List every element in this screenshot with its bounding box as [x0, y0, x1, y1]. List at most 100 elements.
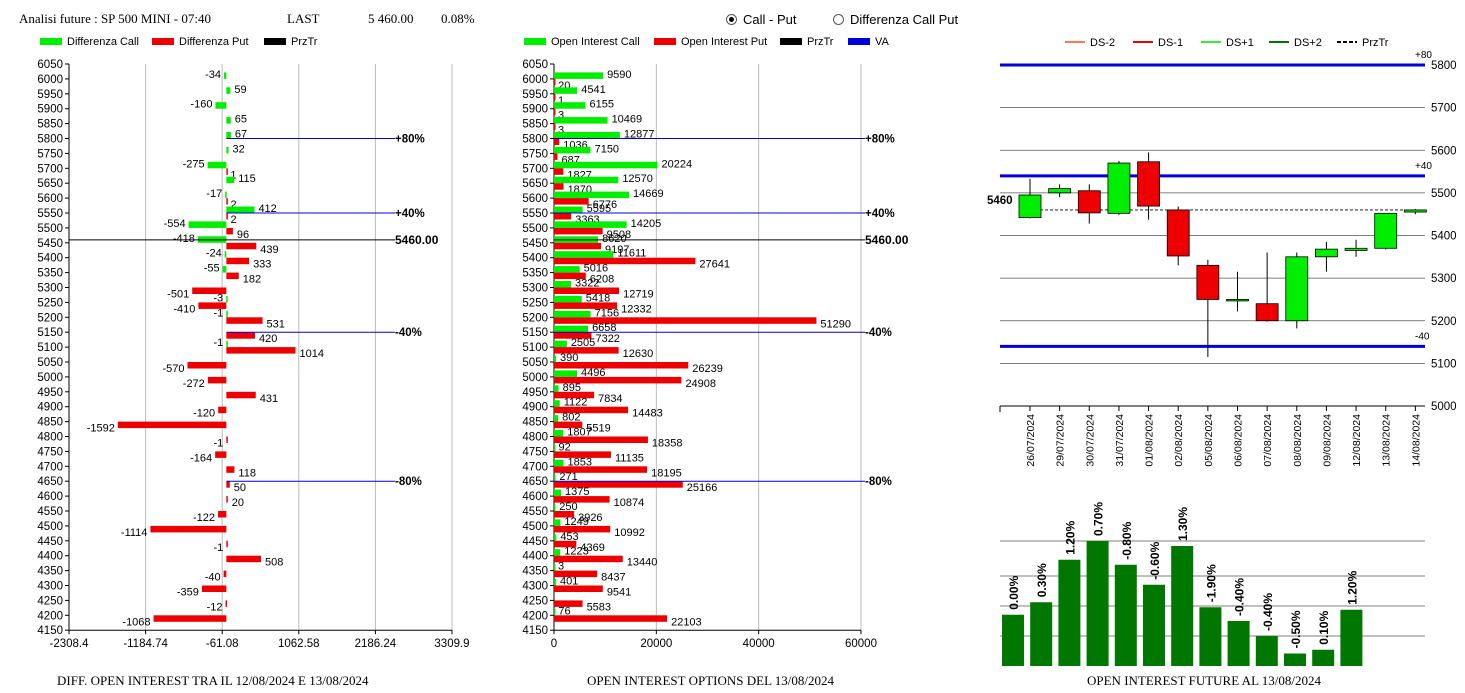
strike-label: 4150	[522, 625, 548, 637]
strike-label: 4300	[37, 581, 63, 593]
oi-bar	[1227, 621, 1250, 666]
put-bar	[226, 332, 255, 339]
call-value-label: -160	[190, 99, 212, 111]
put-value-label: 13440	[627, 557, 658, 569]
strike-label: 4450	[522, 536, 548, 548]
legend-swatch	[780, 38, 802, 45]
oi-bar-label: 0.30%	[1035, 563, 1049, 597]
put-value-label: -120	[193, 408, 215, 420]
percent-level-label: +40%	[865, 208, 895, 220]
call-value-label: -24	[206, 248, 222, 260]
y-tick-label: 5800	[1431, 60, 1457, 72]
oi-bar	[1312, 649, 1335, 666]
strike-label: 4650	[522, 476, 548, 488]
call-value-label: 4541	[581, 84, 605, 96]
strike-label: 5450	[37, 238, 63, 250]
footer-options: OPEN INTEREST OPTIONS DEL 13/08/2024	[587, 673, 834, 688]
put-value-label: 3	[558, 110, 564, 122]
y-tick-label: 5100	[1431, 358, 1457, 370]
put-value-label: -410	[173, 303, 195, 315]
put-bar	[225, 600, 228, 607]
strike-label: 6000	[37, 74, 63, 86]
legend-label: VA	[875, 36, 890, 48]
put-value-label: -1	[214, 438, 224, 450]
call-value-label: 59	[234, 84, 246, 96]
legend-label: Differenza Put	[179, 36, 249, 48]
call-value-label: -17	[206, 188, 222, 200]
strike-label: 4250	[522, 595, 548, 607]
call-bar	[554, 519, 561, 526]
put-value-label: 18358	[652, 438, 683, 450]
strike-label: 5900	[522, 104, 548, 116]
put-value-label: 3926	[578, 512, 602, 524]
call-value-label: -418	[173, 233, 195, 245]
radio-call-put-dot[interactable]	[726, 14, 737, 25]
radio-diff-call-put[interactable]: Differenza Call Put	[833, 12, 958, 27]
put-bar	[226, 555, 261, 563]
put-bar	[554, 585, 603, 592]
strike-label: 5800	[37, 134, 63, 146]
strike-label: 4750	[37, 446, 63, 458]
put-bar	[192, 287, 227, 294]
strike-label: 5700	[37, 163, 63, 175]
put-bar	[226, 540, 228, 548]
strike-label: 4500	[37, 521, 63, 533]
put-bar	[554, 481, 683, 488]
oi-bar	[1002, 614, 1024, 666]
radio-diff-dot[interactable]	[833, 14, 844, 25]
call-value-label: 8620	[602, 233, 626, 245]
put-bar	[226, 481, 230, 488]
future-oi-bar-chart: 0.00% 0.30% 1.20% 0.70% -0.80% -0.60% 1.30% -1.…	[1000, 502, 1425, 666]
call-value-label: 12877	[624, 129, 655, 141]
put-value-label: 7322	[595, 333, 619, 345]
call-bar	[554, 385, 559, 392]
strike-label: 5450	[522, 238, 548, 250]
strike-label: 4550	[37, 506, 63, 518]
candle-body	[1196, 264, 1220, 300]
strike-label: 4300	[522, 581, 548, 593]
call-bar	[554, 206, 583, 213]
strike-label: 4400	[37, 551, 63, 563]
call-value-label: 6155	[589, 99, 613, 111]
call-bar	[554, 281, 571, 288]
put-value-label: -501	[167, 289, 189, 301]
put-bar	[554, 93, 556, 101]
oi-bar	[1171, 546, 1194, 666]
oi-bar	[1086, 541, 1109, 666]
call-bar	[554, 87, 578, 94]
strike-label: 5750	[37, 148, 63, 160]
legend-label: DS-1	[1158, 37, 1183, 49]
x-tick-label: 12/08/2024	[1351, 414, 1363, 467]
put-value-label: 5519	[586, 423, 610, 435]
y-tick-label: 5600	[1431, 145, 1457, 157]
strike-label: 4800	[37, 432, 63, 444]
candle-body	[1107, 162, 1131, 214]
put-value-label: -12	[207, 601, 223, 613]
radio-call-put[interactable]: Call - Put	[726, 12, 796, 27]
put-bar	[554, 257, 696, 265]
call-value-label: 1375	[565, 486, 589, 498]
call-bar	[554, 221, 627, 228]
strike-label: 5650	[37, 178, 63, 190]
put-bar	[226, 227, 233, 235]
call-value-label: 32	[233, 143, 245, 155]
call-bar	[226, 117, 231, 124]
call-bar	[224, 251, 227, 258]
footer-diff: DIFF. OPEN INTEREST TRA IL 12/08/2024 E …	[57, 673, 369, 688]
oi-bar	[1058, 559, 1081, 666]
strike-label: 5550	[522, 208, 548, 220]
x-tick-label: 20000	[640, 638, 672, 650]
put-bar	[153, 615, 227, 622]
put-value-label: 9541	[607, 587, 631, 599]
strike-label: 4200	[37, 610, 63, 622]
strike-label: 6050	[37, 59, 63, 71]
legend-swatch	[40, 38, 62, 45]
put-bar	[554, 525, 611, 533]
put-bar	[554, 391, 595, 399]
strike-label: 5100	[522, 342, 548, 354]
candle-body	[1255, 303, 1279, 322]
x-tick-label: -61.08	[206, 638, 239, 650]
strike-label: 5900	[37, 104, 63, 116]
call-value-label: 67	[235, 129, 247, 141]
candle-body	[1403, 209, 1427, 213]
